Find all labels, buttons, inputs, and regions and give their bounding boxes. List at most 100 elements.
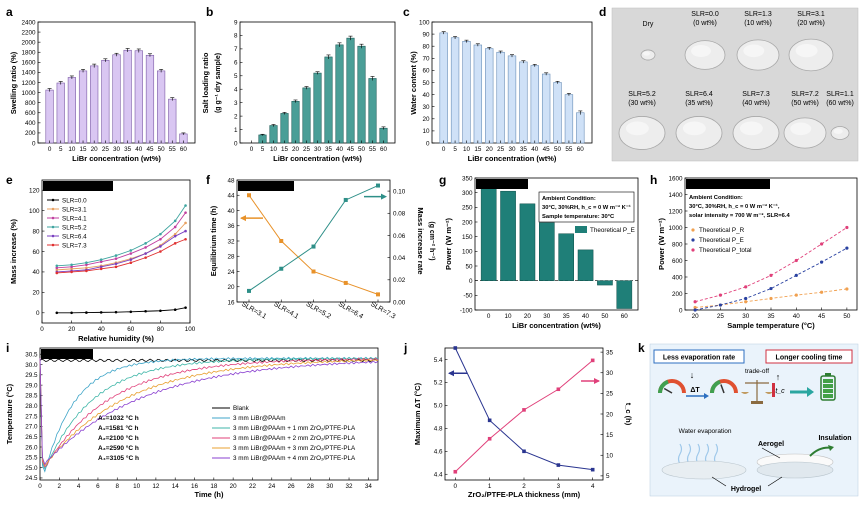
- y-tick-label: 1: [234, 127, 238, 134]
- x-tick-label: 55: [369, 146, 377, 153]
- x-tick-label: 40: [135, 146, 143, 153]
- fit-line: [695, 247, 848, 311]
- chart-title: 27°C, 80% RH: [242, 183, 285, 191]
- disc-highlight: [743, 44, 765, 58]
- y-tick-label: 250: [462, 205, 473, 212]
- balance-pan: [765, 392, 773, 394]
- hydrogel-disc-right: [756, 461, 834, 479]
- arrow-head: [240, 215, 246, 222]
- data-point: [173, 225, 177, 229]
- y-tick-label: 40: [422, 92, 430, 99]
- y-tick-label-right: 25: [606, 391, 614, 398]
- bar: [597, 280, 613, 286]
- schematic-k: Less evaporation rate Longer cooling time…: [649, 343, 859, 497]
- y-tick-label-right: 30: [606, 370, 614, 377]
- sample-label: (10 wt%): [744, 20, 772, 27]
- x-tick-label: 0: [48, 146, 52, 153]
- data-point: [99, 258, 103, 261]
- y-tick-label: 60: [32, 249, 40, 256]
- y-axis-label: Power (W m⁻²): [657, 218, 666, 270]
- panel-label: j: [403, 341, 407, 355]
- x-tick-label: 6: [96, 483, 100, 490]
- x-tick-label: 20: [692, 313, 700, 320]
- x-tick-label: 18: [210, 483, 218, 490]
- y-tick-label: 20: [32, 290, 40, 297]
- bar: [485, 48, 494, 144]
- data-point: [184, 237, 187, 241]
- legend-marker: [51, 234, 55, 238]
- x-axis-label: Time (h): [194, 490, 224, 499]
- pointer-line: [711, 476, 727, 487]
- arrow-head: [594, 378, 600, 384]
- y-tick-label: 100: [462, 249, 473, 256]
- x-tick-label: 50: [358, 146, 366, 153]
- data-point: [311, 269, 316, 274]
- sample-label: SLR=1.1: [826, 91, 854, 98]
- x-tick-label: 40: [336, 146, 344, 153]
- y-tick-label-right: 0.06: [393, 233, 406, 240]
- data-point: [744, 296, 748, 301]
- title-box: [43, 181, 113, 191]
- x-tick-label: 8: [115, 483, 119, 490]
- y-tick-label: 5.4: [434, 357, 443, 364]
- disc-highlight: [833, 128, 843, 134]
- bar: [168, 98, 177, 144]
- data-point: [173, 234, 177, 238]
- annotation-text: Sample temperature: 30°C: [542, 214, 615, 220]
- y-tick-label: 8: [234, 33, 238, 40]
- bar: [462, 41, 471, 144]
- data-point: [70, 267, 73, 271]
- panel-label: a: [6, 5, 13, 19]
- bar: [439, 32, 448, 144]
- y-axis-label: Water content (%): [409, 51, 418, 115]
- data-point: [311, 244, 316, 249]
- bar: [616, 280, 633, 309]
- data-point: [693, 308, 697, 312]
- data-point: [845, 246, 849, 250]
- y-tick-label: 5: [234, 73, 238, 80]
- legend-label: SLR=6.4: [62, 233, 87, 240]
- y-tick-label-right: 0.02: [393, 277, 406, 284]
- x-tick-label: 30: [113, 146, 121, 153]
- label-box-text: Less evaporation rate: [663, 355, 735, 362]
- y-tick-label-right: 0.00: [393, 299, 406, 306]
- area-label: A₂=2100 °C h: [98, 434, 139, 442]
- data-point: [590, 467, 595, 472]
- bar: [45, 89, 54, 144]
- area-label: A₁=1581 °C h: [98, 424, 139, 432]
- data-point: [159, 232, 162, 236]
- x-tick-label: 15: [281, 146, 289, 153]
- x-tick-label: 100: [185, 326, 196, 333]
- legend-label: SLR=7.3: [62, 242, 87, 249]
- x-axis-label: LiBr concentration (wt%): [468, 154, 557, 163]
- y-tick-label: 26.0: [25, 444, 38, 451]
- data-point: [144, 242, 147, 245]
- x-tick-label: 10: [270, 146, 278, 153]
- y-tick-label: 80: [422, 44, 430, 51]
- pointer-line: [761, 447, 781, 459]
- x-tick-label: 24: [268, 483, 276, 490]
- series-line: [39, 358, 379, 466]
- data-point: [85, 311, 88, 314]
- legend-label: 3 mm LiBr@PAAm + 1 mm ZrO₂/PTFE-PLA: [233, 425, 356, 432]
- x-tick-label: 20: [524, 313, 532, 320]
- y-tick-label: 1800: [21, 50, 36, 57]
- x-tick-label: SLR=4.1: [272, 301, 299, 321]
- data-point: [453, 469, 458, 474]
- bar: [450, 37, 460, 144]
- x-tick-label: SLR=3.1: [240, 301, 267, 321]
- data-point: [159, 250, 162, 253]
- series-line: [56, 307, 186, 314]
- data-point: [693, 300, 697, 304]
- data-point: [487, 418, 492, 423]
- data-point: [184, 306, 187, 309]
- x-axis-label: LiBr concentration (wt%): [512, 321, 601, 330]
- bar: [145, 54, 155, 144]
- y-tick-label-right: 20: [606, 411, 614, 418]
- x-axis-label: Relative humidity (%): [78, 334, 154, 343]
- y-tick-label: 50: [422, 80, 430, 87]
- x-tick-label: 45: [543, 146, 551, 153]
- data-point: [769, 296, 773, 301]
- y-tick-label: 1000: [21, 90, 36, 97]
- data-point: [769, 286, 773, 291]
